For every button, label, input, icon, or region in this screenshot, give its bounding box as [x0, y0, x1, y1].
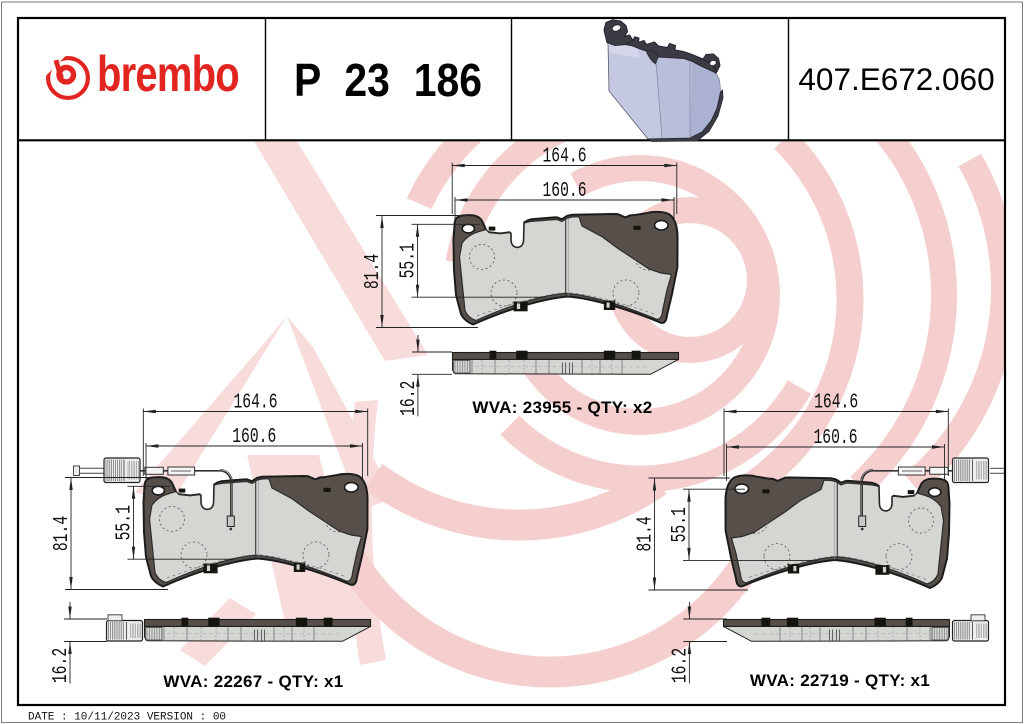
svg-text:WVA: 22267 - QTY: x1: WVA: 22267 - QTY: x1	[163, 672, 343, 691]
svg-text:WVA: 22719 - QTY: x1: WVA: 22719 - QTY: x1	[750, 671, 930, 690]
svg-text:55.1: 55.1	[669, 507, 692, 542]
svg-text:55.1: 55.1	[397, 243, 420, 278]
svg-text:DATE : 10/11/2023 VERSION : 00: DATE : 10/11/2023 VERSION : 00	[28, 712, 226, 724]
svg-text:16.2: 16.2	[50, 648, 73, 683]
svg-text:P 23 186: P 23 186	[294, 56, 482, 107]
svg-text:81.4: 81.4	[362, 254, 385, 289]
svg-text:164.6: 164.6	[542, 145, 586, 168]
svg-text:160.6: 160.6	[232, 426, 276, 449]
svg-text:55.1: 55.1	[113, 505, 136, 540]
svg-text:brembo: brembo	[97, 46, 239, 102]
svg-text:WVA: 23955 - QTY: x2: WVA: 23955 - QTY: x2	[472, 398, 652, 417]
svg-text:81.4: 81.4	[51, 516, 74, 551]
svg-text:16.2: 16.2	[669, 648, 692, 683]
svg-text:81.4: 81.4	[634, 516, 657, 551]
svg-text:407.E672.060: 407.E672.060	[798, 61, 994, 97]
svg-text:160.6: 160.6	[813, 427, 857, 450]
svg-text:160.6: 160.6	[542, 180, 586, 203]
svg-text:164.6: 164.6	[233, 391, 277, 414]
svg-text:16.2: 16.2	[398, 381, 421, 416]
svg-text:164.6: 164.6	[814, 391, 858, 414]
